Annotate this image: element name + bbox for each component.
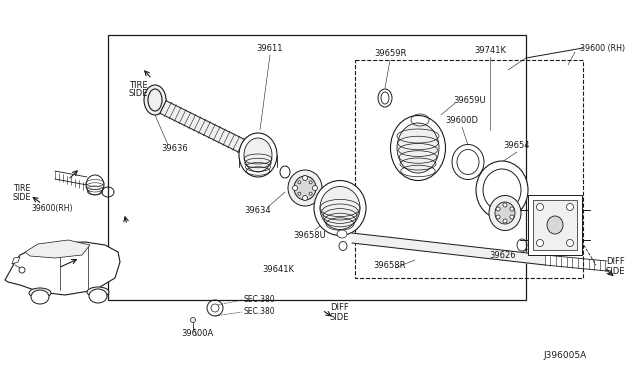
Text: DIFF: DIFF xyxy=(330,304,349,312)
Text: TIRE: TIRE xyxy=(129,80,147,90)
Ellipse shape xyxy=(566,240,573,247)
Bar xyxy=(528,195,582,255)
Ellipse shape xyxy=(191,317,195,323)
Ellipse shape xyxy=(503,203,507,207)
Text: 39741K: 39741K xyxy=(474,45,506,55)
Ellipse shape xyxy=(309,181,312,184)
Ellipse shape xyxy=(31,290,49,304)
Text: 39658R: 39658R xyxy=(374,260,406,269)
Ellipse shape xyxy=(496,215,500,219)
Ellipse shape xyxy=(303,176,307,180)
Ellipse shape xyxy=(390,115,445,180)
Ellipse shape xyxy=(87,287,109,297)
Polygon shape xyxy=(352,233,545,265)
Ellipse shape xyxy=(29,288,51,298)
Ellipse shape xyxy=(294,176,316,200)
Ellipse shape xyxy=(86,175,104,195)
Polygon shape xyxy=(160,101,249,154)
Ellipse shape xyxy=(496,207,500,211)
Ellipse shape xyxy=(288,170,322,206)
Polygon shape xyxy=(12,257,20,264)
Ellipse shape xyxy=(298,192,301,195)
Text: 39636: 39636 xyxy=(162,144,188,153)
Ellipse shape xyxy=(452,144,484,180)
Text: 39600D: 39600D xyxy=(445,115,479,125)
Text: 39659R: 39659R xyxy=(374,48,406,58)
Text: 39611: 39611 xyxy=(257,44,284,52)
Text: SIDE: SIDE xyxy=(13,192,31,202)
Ellipse shape xyxy=(536,203,543,211)
Ellipse shape xyxy=(312,186,317,190)
Ellipse shape xyxy=(489,196,521,231)
Ellipse shape xyxy=(566,203,573,211)
Ellipse shape xyxy=(397,123,439,173)
Text: 39634: 39634 xyxy=(244,205,271,215)
Ellipse shape xyxy=(320,186,360,230)
Ellipse shape xyxy=(510,207,514,211)
Ellipse shape xyxy=(244,138,272,172)
Text: 39600(RH): 39600(RH) xyxy=(31,203,73,212)
Ellipse shape xyxy=(239,133,277,177)
Text: 39600A: 39600A xyxy=(181,328,213,337)
Text: SIDE: SIDE xyxy=(606,267,625,276)
Polygon shape xyxy=(25,240,90,258)
Text: SEC.380: SEC.380 xyxy=(243,295,275,305)
Ellipse shape xyxy=(89,289,107,303)
Text: 39659U: 39659U xyxy=(453,96,486,105)
Bar xyxy=(108,35,526,300)
Bar xyxy=(533,200,577,250)
Ellipse shape xyxy=(298,181,301,184)
Text: 39658U: 39658U xyxy=(294,231,326,240)
Ellipse shape xyxy=(309,192,312,195)
Text: 39641K: 39641K xyxy=(262,266,294,275)
Ellipse shape xyxy=(547,216,563,234)
Text: J396005A: J396005A xyxy=(543,350,587,359)
Text: SIDE: SIDE xyxy=(330,314,349,323)
Ellipse shape xyxy=(536,240,543,247)
Ellipse shape xyxy=(303,196,307,201)
Ellipse shape xyxy=(292,186,298,190)
Ellipse shape xyxy=(148,89,162,111)
Text: SEC.380: SEC.380 xyxy=(243,308,275,317)
Text: SIDE: SIDE xyxy=(128,89,148,97)
Ellipse shape xyxy=(476,161,528,219)
Ellipse shape xyxy=(510,215,514,219)
Bar xyxy=(355,60,583,278)
Polygon shape xyxy=(5,242,120,295)
Text: TIRE: TIRE xyxy=(13,183,31,192)
Text: 39654: 39654 xyxy=(504,141,531,150)
Ellipse shape xyxy=(337,230,347,238)
Text: DIFF: DIFF xyxy=(606,257,625,266)
Text: 39626: 39626 xyxy=(490,250,516,260)
Text: 39600 (RH): 39600 (RH) xyxy=(580,44,625,52)
Ellipse shape xyxy=(495,202,515,224)
Ellipse shape xyxy=(314,180,366,235)
Ellipse shape xyxy=(144,85,166,115)
Ellipse shape xyxy=(503,219,507,223)
